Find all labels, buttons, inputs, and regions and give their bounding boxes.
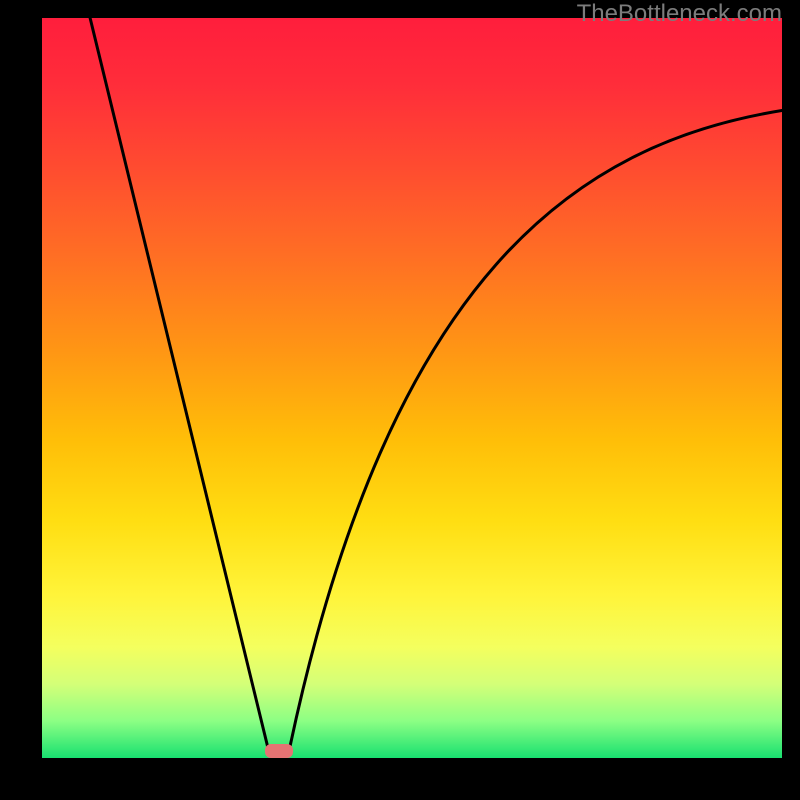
watermark-text: TheBottleneck.com — [577, 0, 782, 28]
bottleneck-marker — [265, 744, 293, 758]
plot-area — [42, 18, 782, 758]
bottleneck-curve — [42, 18, 782, 758]
